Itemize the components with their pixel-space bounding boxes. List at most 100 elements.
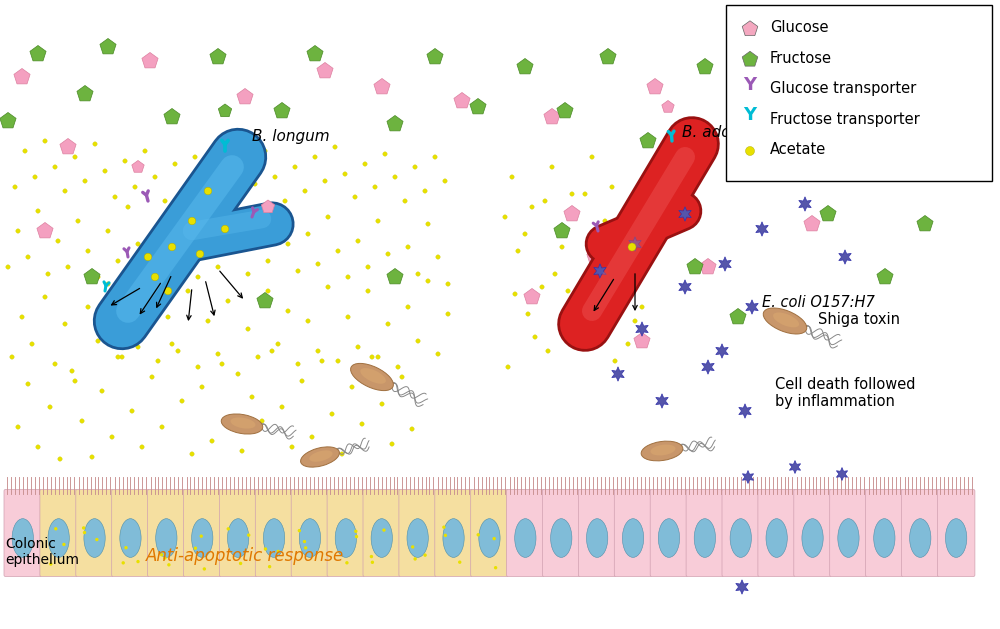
- Circle shape: [146, 269, 150, 273]
- Circle shape: [250, 395, 254, 399]
- Polygon shape: [517, 58, 533, 74]
- Circle shape: [530, 205, 534, 209]
- Circle shape: [26, 382, 30, 386]
- FancyBboxPatch shape: [112, 489, 149, 577]
- Polygon shape: [739, 404, 751, 418]
- Ellipse shape: [730, 519, 751, 557]
- Circle shape: [256, 235, 260, 239]
- Circle shape: [376, 355, 380, 359]
- Circle shape: [333, 145, 337, 149]
- Circle shape: [510, 175, 514, 179]
- Circle shape: [366, 289, 370, 293]
- Circle shape: [320, 359, 324, 363]
- Circle shape: [406, 245, 410, 249]
- Circle shape: [233, 195, 237, 199]
- Ellipse shape: [263, 519, 285, 557]
- Circle shape: [70, 369, 74, 373]
- Circle shape: [313, 155, 317, 159]
- Circle shape: [116, 259, 120, 263]
- Circle shape: [458, 560, 461, 564]
- Circle shape: [426, 279, 430, 283]
- Circle shape: [56, 239, 60, 243]
- Ellipse shape: [231, 418, 255, 428]
- Circle shape: [221, 225, 229, 233]
- Text: Glucose: Glucose: [770, 21, 828, 35]
- Text: Fructose: Fructose: [770, 51, 832, 66]
- Circle shape: [16, 229, 20, 233]
- Circle shape: [373, 185, 377, 189]
- Circle shape: [345, 561, 349, 564]
- FancyBboxPatch shape: [650, 489, 688, 577]
- Circle shape: [103, 169, 107, 173]
- FancyBboxPatch shape: [255, 489, 293, 577]
- FancyBboxPatch shape: [902, 489, 939, 577]
- Circle shape: [63, 322, 67, 326]
- Circle shape: [580, 279, 584, 283]
- FancyBboxPatch shape: [435, 489, 472, 577]
- Circle shape: [163, 199, 167, 203]
- Circle shape: [380, 402, 384, 406]
- Circle shape: [113, 195, 117, 199]
- Circle shape: [623, 249, 627, 253]
- Circle shape: [443, 179, 447, 183]
- Circle shape: [246, 272, 250, 276]
- Polygon shape: [524, 289, 540, 304]
- Circle shape: [400, 375, 404, 379]
- Circle shape: [53, 165, 57, 169]
- Circle shape: [46, 272, 50, 276]
- Circle shape: [194, 547, 197, 550]
- Polygon shape: [756, 222, 768, 237]
- Circle shape: [290, 445, 294, 449]
- Polygon shape: [164, 108, 180, 124]
- Ellipse shape: [407, 519, 428, 557]
- Polygon shape: [274, 103, 290, 118]
- Text: Fructose transporter: Fructose transporter: [770, 112, 920, 127]
- Ellipse shape: [641, 441, 683, 461]
- Circle shape: [416, 339, 420, 343]
- Circle shape: [264, 547, 267, 551]
- Circle shape: [503, 214, 507, 219]
- Circle shape: [606, 275, 610, 279]
- Circle shape: [58, 457, 62, 461]
- Polygon shape: [77, 86, 93, 101]
- Polygon shape: [742, 21, 758, 36]
- Text: Glucose transporter: Glucose transporter: [770, 82, 916, 96]
- Circle shape: [506, 365, 510, 369]
- Polygon shape: [736, 580, 748, 594]
- Circle shape: [293, 165, 297, 169]
- Ellipse shape: [910, 519, 931, 557]
- Circle shape: [316, 349, 320, 353]
- Circle shape: [247, 533, 250, 537]
- Circle shape: [406, 305, 410, 309]
- Circle shape: [66, 265, 70, 269]
- Polygon shape: [679, 280, 691, 294]
- Polygon shape: [662, 101, 674, 112]
- Circle shape: [43, 139, 47, 143]
- Circle shape: [188, 217, 196, 225]
- Polygon shape: [84, 269, 100, 284]
- Circle shape: [330, 412, 334, 416]
- Circle shape: [200, 535, 203, 538]
- FancyBboxPatch shape: [471, 489, 508, 577]
- Circle shape: [126, 205, 130, 209]
- Polygon shape: [600, 48, 616, 64]
- Circle shape: [303, 189, 307, 193]
- Polygon shape: [636, 322, 648, 336]
- Polygon shape: [564, 206, 580, 221]
- Polygon shape: [307, 45, 323, 61]
- Circle shape: [190, 452, 194, 456]
- Circle shape: [442, 525, 446, 529]
- Circle shape: [160, 553, 163, 557]
- Circle shape: [426, 222, 430, 226]
- Circle shape: [326, 214, 330, 219]
- FancyBboxPatch shape: [184, 489, 221, 577]
- Circle shape: [446, 312, 450, 316]
- Circle shape: [746, 147, 755, 155]
- Polygon shape: [132, 160, 144, 172]
- Ellipse shape: [551, 519, 572, 557]
- Circle shape: [48, 405, 52, 409]
- Ellipse shape: [192, 519, 213, 557]
- Polygon shape: [37, 223, 53, 238]
- Circle shape: [133, 185, 137, 189]
- FancyBboxPatch shape: [76, 489, 113, 577]
